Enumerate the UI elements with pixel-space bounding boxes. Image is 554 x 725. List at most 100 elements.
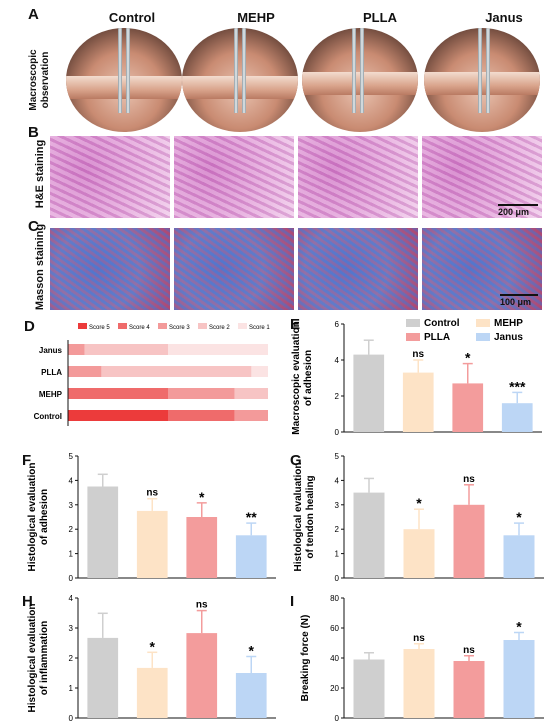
y-tick-label: 6 — [335, 320, 340, 329]
masson-image-plla — [298, 228, 418, 310]
significance-plla: * — [465, 350, 471, 366]
bar-janus — [503, 640, 535, 718]
category-label-plla: PLLA — [41, 368, 62, 377]
significance-plla: ns — [463, 645, 475, 656]
legend-label-score-4: Score 4 — [129, 325, 150, 331]
bar-mehp-score-3 — [168, 388, 235, 399]
y-tick-label: 4 — [69, 476, 74, 485]
panel-letter-b: B — [28, 124, 39, 141]
column-header-mehp: MEHP — [237, 10, 275, 25]
y-axis-label-line1: Macroscopic evaluation — [291, 321, 302, 434]
significance-mehp: * — [416, 495, 422, 511]
panel-letter-g: G — [290, 452, 302, 469]
legend-swatch-score-4 — [118, 323, 127, 329]
y-tick-label: 5 — [335, 452, 340, 461]
category-label-janus: Janus — [39, 346, 63, 355]
bar-plla — [453, 504, 485, 578]
macro-photo-control — [66, 28, 182, 132]
y-axis-label: Macroscopic evaluation of adhesion — [291, 321, 314, 434]
panel-letter-e: E — [290, 316, 301, 333]
bar-plla-score-2 — [101, 366, 252, 377]
y-tick-label: 40 — [330, 654, 339, 663]
y-axis-label: Breaking force (N) — [300, 615, 311, 702]
bar-janus — [235, 535, 267, 578]
chart-h: Histological evaluation of inflammation 0 1… — [27, 594, 276, 723]
y-tick-label: 3 — [69, 624, 74, 633]
y-tick-label: 1 — [69, 550, 74, 559]
row-label-masson: Masson staining — [34, 223, 46, 311]
bar-janus — [503, 535, 535, 578]
y-axis-label-line2: of inflammation — [39, 621, 50, 695]
bar-mehp — [402, 372, 434, 432]
y-tick-label: 4 — [335, 356, 340, 365]
significance-janus: *** — [509, 378, 526, 394]
y-tick-label: 1 — [335, 550, 340, 559]
y-tick-label: 80 — [330, 594, 339, 603]
y-tick-label: 2 — [335, 392, 340, 401]
legend-label-score-5: Score 5 — [89, 325, 110, 331]
masson-image-control — [50, 228, 170, 310]
y-axis-label: Histological evaluation of inflammation — [27, 604, 50, 713]
masson-image-janus — [422, 228, 542, 310]
y-tick-label: 0 — [335, 714, 340, 723]
bar-control-score-3 — [234, 410, 268, 421]
y-tick-label: 3 — [69, 501, 74, 510]
bar-janus-score-3 — [68, 344, 85, 355]
bar-plla — [453, 661, 485, 718]
bar-janus — [235, 673, 267, 718]
scale-bar-masson: 100 μm — [500, 294, 538, 307]
panel-letter-f: F — [22, 452, 32, 469]
legend-swatch-control — [406, 319, 420, 327]
scale-bar-he: 200 μm — [498, 204, 538, 217]
bar-control — [353, 492, 385, 578]
significance-janus: ** — [246, 509, 257, 525]
bar-janus-score-1 — [168, 344, 268, 355]
y-tick-label: 4 — [335, 476, 340, 485]
y-tick-label: 2 — [69, 525, 74, 534]
bar-plla — [186, 517, 218, 578]
bar-control — [353, 659, 385, 718]
legend-label-janus: Janus — [494, 332, 523, 343]
he-image-mehp — [174, 136, 294, 218]
category-label-mehp: MEHP — [39, 390, 63, 399]
category-label-control: Control — [34, 412, 62, 421]
panel-letter-h: H — [22, 593, 33, 610]
significance-janus: * — [516, 619, 522, 635]
legend-swatch-plla — [406, 333, 420, 341]
y-tick-label: 1 — [69, 684, 74, 693]
legend-swatch-score-1 — [238, 323, 247, 329]
masson-image-mehp — [174, 228, 294, 310]
legend-label-mehp: MEHP — [494, 318, 523, 329]
significance-janus: * — [249, 643, 255, 659]
row-label-he: H&E staining — [34, 139, 46, 209]
macro-photo-mehp — [182, 28, 298, 132]
y-tick-label: 5 — [69, 452, 74, 461]
significance-mehp: ns — [413, 633, 425, 644]
bar-plla-score-1 — [251, 366, 268, 377]
significance-plla: ns — [463, 474, 475, 485]
panel-letter-a: A — [28, 6, 39, 23]
macro-photo-janus — [424, 28, 540, 132]
significance-mehp: * — [150, 638, 156, 654]
bar-mehp — [403, 529, 435, 578]
y-tick-label: 0 — [335, 574, 340, 583]
y-tick-label: 0 — [335, 428, 340, 437]
bar-janus — [501, 403, 533, 432]
legend-label-score-1: Score 1 — [249, 325, 270, 331]
bar-control — [353, 354, 385, 432]
legend-swatch-score-5 — [78, 323, 87, 329]
bar-janus-score-2 — [84, 344, 168, 355]
bar-mehp — [136, 667, 168, 718]
y-axis-label: Histological evaluation of adhesion — [27, 463, 50, 572]
legend-swatch-mehp — [476, 319, 490, 327]
column-header-janus: Janus — [485, 10, 523, 25]
bar-mehp — [136, 510, 168, 578]
y-axis-label-line1: Histological evaluation — [27, 463, 38, 572]
significance-mehp: ns — [146, 488, 158, 499]
y-tick-label: 0 — [69, 714, 74, 723]
y-tick-label: 60 — [330, 624, 339, 633]
chart-f: Histological evaluation of adhesion 0 1 2 3 4 5… — [27, 452, 276, 583]
legend-swatch-score-2 — [198, 323, 207, 329]
bar-mehp-score-4 — [68, 388, 168, 399]
bar-control-score-4 — [168, 410, 235, 421]
